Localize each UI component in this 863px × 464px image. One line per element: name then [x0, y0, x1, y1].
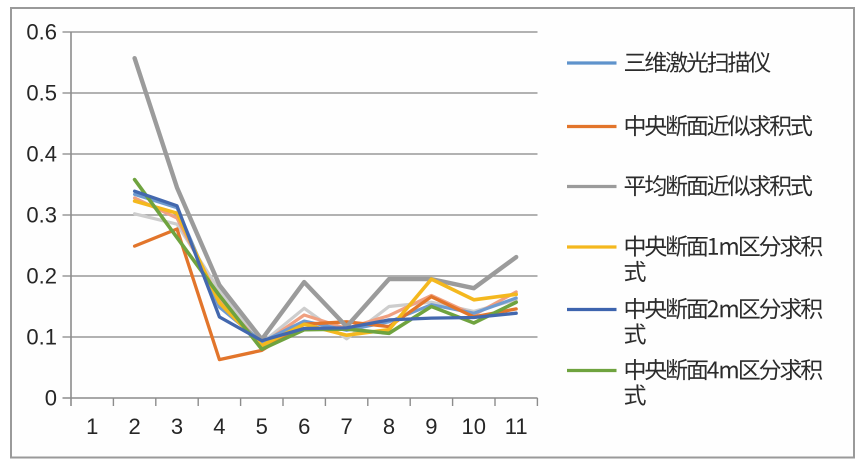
svg-text:0.3: 0.3: [26, 203, 57, 228]
svg-text:0.5: 0.5: [26, 81, 57, 106]
svg-text:0.1: 0.1: [26, 325, 57, 350]
svg-text:3: 3: [171, 414, 183, 439]
svg-text:0.2: 0.2: [26, 264, 57, 289]
svg-text:6: 6: [298, 414, 310, 439]
svg-text:4: 4: [213, 414, 225, 439]
svg-text:2: 2: [128, 414, 140, 439]
svg-text:0.4: 0.4: [26, 142, 57, 167]
svg-text:5: 5: [256, 414, 268, 439]
svg-text:1: 1: [86, 414, 98, 439]
svg-text:10: 10: [462, 414, 486, 439]
svg-text:9: 9: [425, 414, 437, 439]
svg-text:0.6: 0.6: [26, 20, 57, 45]
svg-text:11: 11: [505, 414, 528, 439]
svg-text:7: 7: [340, 414, 352, 439]
svg-text:8: 8: [383, 414, 395, 439]
svg-text:0: 0: [45, 386, 57, 411]
